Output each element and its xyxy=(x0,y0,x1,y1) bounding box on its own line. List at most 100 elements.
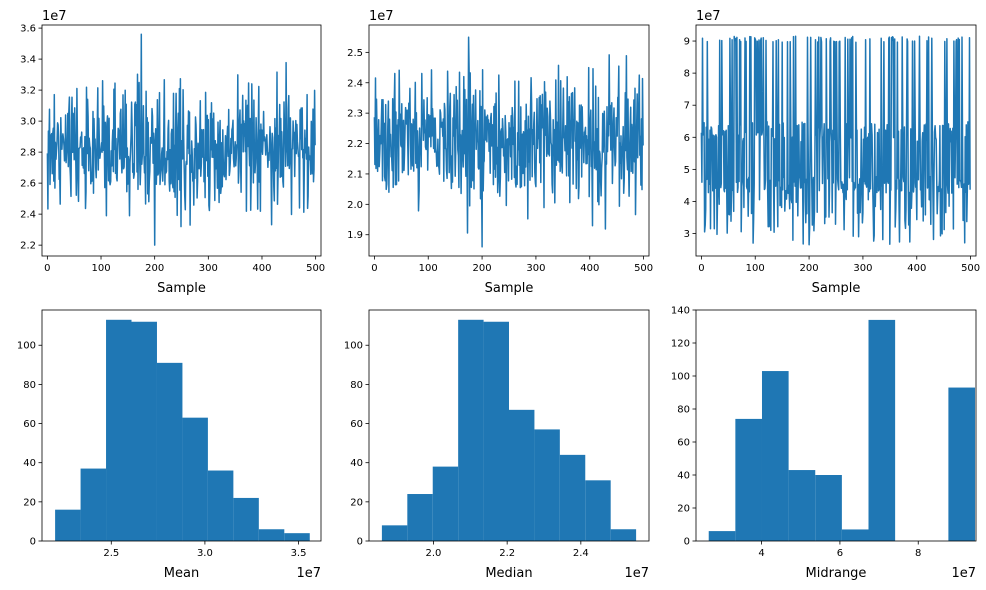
y-tick-label: 3.2 xyxy=(20,86,36,97)
x-axis-label: Sample xyxy=(485,281,534,296)
y-tick-label: 2.3 xyxy=(347,109,363,120)
series-line xyxy=(46,33,316,246)
y-tick-label: 3.6 xyxy=(20,24,36,35)
x-axis-label: Sample xyxy=(812,281,861,296)
x-axis-label: Sample xyxy=(157,281,206,296)
subplot-mean-histogram: 2.5 3.0 3.5 0 20 40 60 80 100 Mean 1e7 xyxy=(17,309,322,581)
histogram-bar xyxy=(106,319,132,541)
y-tick-label: 40 xyxy=(677,471,690,482)
x-tick-label: 0 xyxy=(698,263,704,274)
histogram-bar xyxy=(432,466,459,541)
y-tick-label: 2.6 xyxy=(20,179,36,190)
plot-area xyxy=(381,319,637,541)
histogram-bar xyxy=(381,525,408,541)
x-tick-label: 400 xyxy=(907,263,926,274)
axes-frame xyxy=(695,24,977,257)
y-tick-label: 20 xyxy=(350,497,363,508)
y-ticks: 2.2 2.4 2.6 2.8 3.0 3.2 3.4 3.6 xyxy=(20,24,42,252)
histogram-bar xyxy=(559,454,586,541)
y-tick-label: 20 xyxy=(23,497,36,508)
subplot-median-histogram: 2.0 2.2 2.4 0 20 40 60 80 100 Median 1e7 xyxy=(344,309,650,581)
x-tick-label: 300 xyxy=(199,263,218,274)
x-tick-label: 2.5 xyxy=(103,548,119,559)
x-tick-label: 400 xyxy=(252,263,271,274)
histogram-bar xyxy=(735,418,762,541)
y-tick-label: 40 xyxy=(23,458,36,469)
series-line xyxy=(700,35,971,246)
subplot-mean-line: 0 100 200 300 400 500 2.2 2.4 2.6 2.8 3.0 3.2 3.4 3.… xyxy=(20,9,325,296)
y-offset-text: 1e7 xyxy=(696,9,721,24)
y-tick-label: 100 xyxy=(671,372,690,383)
y-tick-label: 100 xyxy=(17,341,36,352)
x-tick-label: 300 xyxy=(526,263,545,274)
y-ticks: 0 20 40 60 80 100 120 140 xyxy=(671,306,696,548)
y-tick-label: 8 xyxy=(684,69,690,80)
x-ticks: 2.5 3.0 3.5 xyxy=(103,541,306,559)
axes-frame xyxy=(41,24,322,257)
x-tick-label: 3.5 xyxy=(291,548,307,559)
histogram-bar xyxy=(131,321,157,541)
y-tick-label: 2.5 xyxy=(347,48,363,59)
plot-area xyxy=(55,319,310,541)
histogram-bar xyxy=(841,529,869,541)
x-tick-label: 2.2 xyxy=(499,548,515,559)
y-tick-label: 60 xyxy=(677,438,690,449)
x-tick-label: 4 xyxy=(758,548,764,559)
x-tick-label: 2.0 xyxy=(426,548,442,559)
y-tick-label: 60 xyxy=(350,419,363,430)
x-tick-label: 500 xyxy=(961,263,980,274)
histogram-bar xyxy=(483,321,509,541)
x-tick-label: 8 xyxy=(915,548,921,559)
x-tick-label: 2.4 xyxy=(573,548,589,559)
histogram-bar xyxy=(55,509,81,541)
x-offset-text: 1e7 xyxy=(296,566,321,581)
histogram-bar xyxy=(233,497,259,541)
x-ticks: 2.0 2.2 2.4 xyxy=(426,541,589,559)
y-tick-label: 80 xyxy=(350,380,363,391)
axes-frame xyxy=(368,309,650,542)
x-ticks: 4 6 8 xyxy=(758,541,921,559)
x-tick-label: 6 xyxy=(837,548,843,559)
y-ticks: 0 20 40 60 80 100 xyxy=(344,341,369,548)
x-tick-label: 100 xyxy=(746,263,765,274)
x-offset-text: 1e7 xyxy=(951,566,976,581)
histogram-bar xyxy=(182,417,208,541)
x-axis-label: Midrange xyxy=(806,566,867,581)
x-tick-label: 500 xyxy=(634,263,653,274)
histogram-bar xyxy=(815,475,842,541)
histogram-bar xyxy=(407,494,433,541)
y-tick-label: 0 xyxy=(357,537,363,548)
series-line xyxy=(373,36,644,248)
y-tick-label: 1.9 xyxy=(347,230,363,241)
x-tick-label: 3.0 xyxy=(197,548,213,559)
plot-area xyxy=(700,35,971,246)
y-tick-label: 80 xyxy=(677,405,690,416)
histogram-bar xyxy=(258,529,285,541)
y-tick-label: 80 xyxy=(23,380,36,391)
x-tick-label: 400 xyxy=(580,263,599,274)
y-tick-label: 140 xyxy=(671,306,690,317)
histogram-bar xyxy=(788,470,816,541)
y-tick-label: 100 xyxy=(344,341,363,352)
histogram-bar xyxy=(868,319,896,541)
y-tick-label: 7 xyxy=(684,101,690,112)
y-tick-label: 5 xyxy=(684,165,690,176)
y-tick-label: 3 xyxy=(684,229,690,240)
x-offset-text: 1e7 xyxy=(624,566,649,581)
y-tick-label: 6 xyxy=(684,133,690,144)
y-tick-label: 0 xyxy=(30,537,36,548)
y-ticks: 3 4 5 6 7 8 9 xyxy=(684,37,696,240)
x-tick-label: 200 xyxy=(800,263,819,274)
histogram-bar xyxy=(948,387,976,541)
y-tick-label: 0 xyxy=(684,537,690,548)
y-tick-label: 20 xyxy=(677,504,690,515)
y-tick-label: 3.4 xyxy=(20,55,36,66)
histogram-bar xyxy=(610,529,637,541)
plot-area xyxy=(708,319,976,541)
histogram-bar xyxy=(284,533,310,541)
y-tick-label: 120 xyxy=(671,339,690,350)
y-offset-text: 1e7 xyxy=(369,9,394,24)
x-tick-label: 200 xyxy=(473,263,492,274)
x-ticks: 0 100 200 300 400 500 xyxy=(371,256,653,274)
y-tick-label: 4 xyxy=(684,197,690,208)
